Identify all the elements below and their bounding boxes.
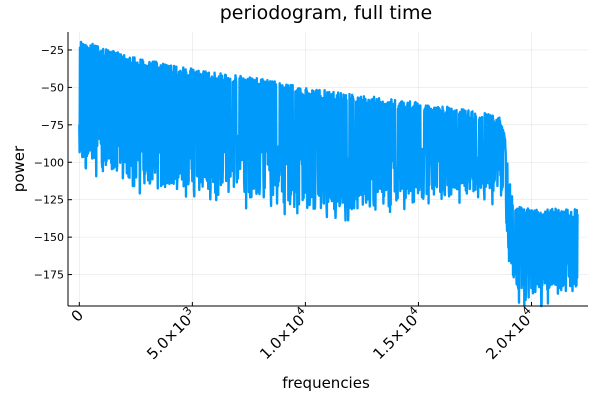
x-tick-label: 1.5×104	[367, 304, 426, 363]
x-tick-label: 0	[68, 306, 87, 325]
x-axis-ticks: 0 5.0×103 1.0×104 1.5×104 2.0×104	[68, 302, 539, 363]
y-axis-label: power	[10, 145, 28, 192]
y-tick-label: −75	[41, 119, 64, 132]
x-tick-label: 2.0×104	[480, 304, 539, 363]
x-axis-label: frequencies	[282, 374, 370, 392]
x-tick-label: 5.0×103	[141, 304, 200, 363]
y-tick-label: −175	[34, 269, 64, 282]
y-tick-label: −25	[41, 44, 64, 57]
series-periodogram	[78, 40, 579, 308]
y-tick-label: −50	[41, 81, 64, 94]
y-axis-ticks: −25 −50 −75 −100 −125 −150 −175	[34, 44, 72, 282]
y-tick-label: −150	[34, 231, 64, 244]
axes	[67, 32, 588, 307]
series-line	[78, 40, 579, 308]
y-tick-label: −100	[34, 156, 64, 169]
y-tick-label: −125	[34, 194, 64, 207]
chart-title: periodogram, full time	[220, 2, 433, 24]
x-tick-label: 1.0×104	[254, 304, 313, 363]
